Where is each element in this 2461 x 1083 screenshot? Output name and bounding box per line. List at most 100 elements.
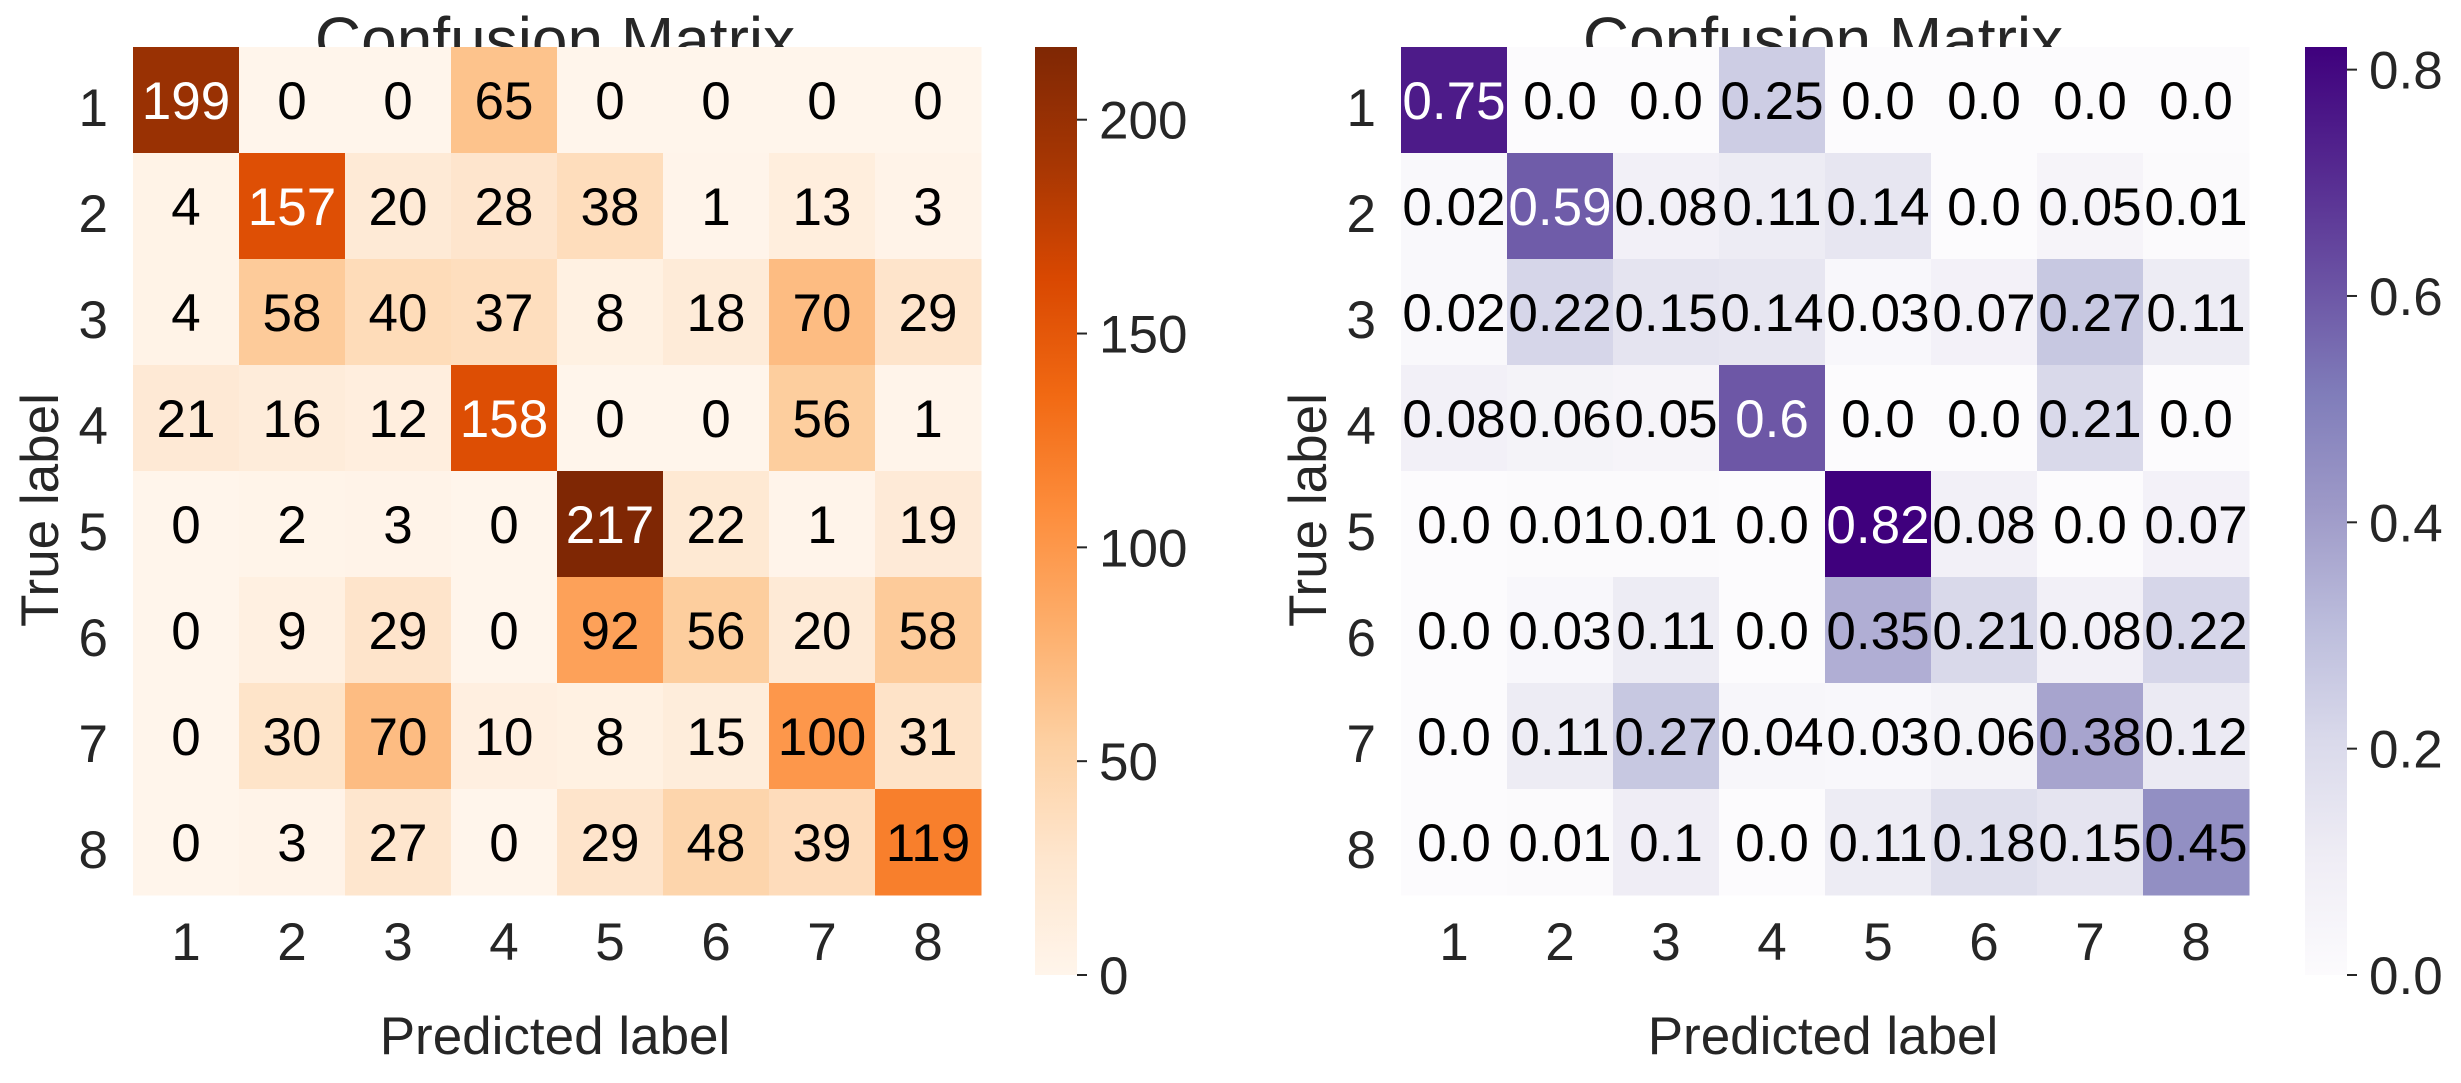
heatmap-cell (769, 789, 876, 896)
cell-annotation: 2 (277, 496, 306, 555)
heatmap-cell (345, 47, 452, 154)
heatmap-cell (1825, 365, 1932, 472)
cell-annotation: 0.02 (1402, 178, 1505, 237)
colorbar-tick-label: 50 (1099, 733, 1158, 792)
x-tick-label: 8 (2181, 913, 2210, 972)
heatmap-cell (133, 365, 240, 472)
cell-annotation: 37 (475, 284, 534, 343)
cell-annotation: 217 (566, 496, 654, 555)
cell-annotation: 0 (913, 72, 942, 131)
cell-annotation: 0 (171, 708, 200, 767)
heatmap-cell (2037, 259, 2144, 366)
y-tick-label: 4 (1347, 397, 1376, 456)
cell-annotation: 0.1 (1629, 814, 1703, 873)
cell-annotation: 0.11 (1616, 602, 1715, 661)
heatmap-cell (875, 153, 982, 260)
cell-annotation: 0.38 (2038, 708, 2141, 767)
heatmap-cell (1825, 577, 1932, 684)
heatmap-cell (557, 683, 664, 790)
colorbar-tick-label: 0.6 (2369, 268, 2443, 327)
y-tick-label: 7 (1347, 715, 1376, 774)
heatmap-cell (557, 365, 664, 472)
cell-annotation: 0.01 (1508, 814, 1611, 873)
heatmap-cell (557, 153, 664, 260)
cell-annotation: 0.11 (2146, 284, 2245, 343)
heatmap-cell (1401, 577, 1508, 684)
cell-annotation: 8 (595, 708, 624, 767)
heatmap-cell (239, 47, 346, 154)
cell-annotation: 58 (899, 602, 958, 661)
heatmap-cell (1507, 47, 1614, 154)
heatmap-cell (663, 789, 770, 896)
heatmap-cell (1719, 259, 1826, 366)
heatmap-cell (1719, 153, 1826, 260)
heatmap-cell (345, 577, 452, 684)
cell-annotation: 0 (383, 72, 412, 131)
heatmap-cell (875, 577, 982, 684)
heatmap-cell (2143, 789, 2250, 896)
y-tick-label: 6 (1347, 609, 1376, 668)
cell-annotation: 0.11 (1722, 178, 1821, 237)
cell-annotation: 0.0 (1947, 72, 2021, 131)
cell-annotation: 0 (171, 814, 200, 873)
heatmap-cell (1613, 789, 1720, 896)
heatmap-cell (1825, 683, 1932, 790)
heatmap-cell (1719, 683, 1826, 790)
heatmap-cell (451, 683, 558, 790)
heatmap-cell (2143, 471, 2250, 578)
heatmap-cell (875, 47, 982, 154)
x-tick-label: 3 (1651, 913, 1680, 972)
cell-annotation: 0.03 (1826, 708, 1929, 767)
heatmap-cell (2143, 47, 2250, 154)
cell-annotation: 0 (171, 496, 200, 555)
cell-annotation: 70 (793, 284, 852, 343)
cell-annotation: 0.12 (2144, 708, 2247, 767)
cell-annotation: 3 (277, 814, 306, 873)
cell-annotation: 1 (807, 496, 836, 555)
colorbar-ticks: 0 50 100 150 200 (1077, 92, 1187, 1006)
heatmap-cell (345, 789, 452, 896)
heatmap-cell (451, 471, 558, 578)
cell-annotation: 20 (793, 602, 852, 661)
heatmap-cell (133, 153, 240, 260)
cell-annotation: 0.06 (1508, 390, 1611, 449)
heatmap-cell (1507, 577, 1614, 684)
cell-annotation: 158 (460, 390, 548, 449)
colorbar-tick-label: 0.8 (2369, 42, 2443, 101)
x-tick-label: 4 (1757, 913, 1786, 972)
cell-annotation: 28 (475, 178, 534, 237)
cell-annotation: 0 (489, 602, 518, 661)
heatmap-cell (239, 683, 346, 790)
heatmap-cell (2143, 365, 2250, 472)
cell-annotation: 0.05 (2038, 178, 2141, 237)
heatmap-cell (557, 577, 664, 684)
heatmap-cell (663, 47, 770, 154)
cell-annotation: 0.0 (1735, 814, 1809, 873)
y-tick-label: 5 (79, 503, 108, 562)
cell-annotation: 20 (369, 178, 428, 237)
x-tick-label: 8 (913, 913, 942, 972)
cell-annotation: 12 (369, 390, 428, 449)
cell-annotation: 0 (489, 814, 518, 873)
heatmap-cell (1613, 471, 1720, 578)
cell-annotation: 0.08 (1402, 390, 1505, 449)
normalized-confusion-matrix-panel: Confusion Matrix 0.75 0.0 0.0 0.25 0.0 0.0 0.0… (1279, 4, 2443, 1066)
cell-annotation: 29 (369, 602, 428, 661)
heatmap-cell (345, 259, 452, 366)
cell-annotation: 0.75 (1402, 72, 1505, 131)
cell-annotation: 0.0 (1735, 496, 1809, 555)
x-tick-label: 5 (595, 913, 624, 972)
heatmap-cell (239, 259, 346, 366)
heatmap-cell (2143, 577, 2250, 684)
heatmap-cell (239, 365, 346, 472)
cell-annotation: 0.07 (2144, 496, 2247, 555)
heatmap-cell (1719, 577, 1826, 684)
cell-annotation: 0.0 (1417, 814, 1491, 873)
heatmap-cell (451, 789, 558, 896)
cell-annotation: 30 (263, 708, 322, 767)
cell-annotation: 70 (369, 708, 428, 767)
heatmap-cell (1931, 259, 2038, 366)
heatmap-cell (451, 365, 558, 472)
x-axis-label: Predicted label (380, 1007, 731, 1066)
heatmap-cell (1825, 153, 1932, 260)
